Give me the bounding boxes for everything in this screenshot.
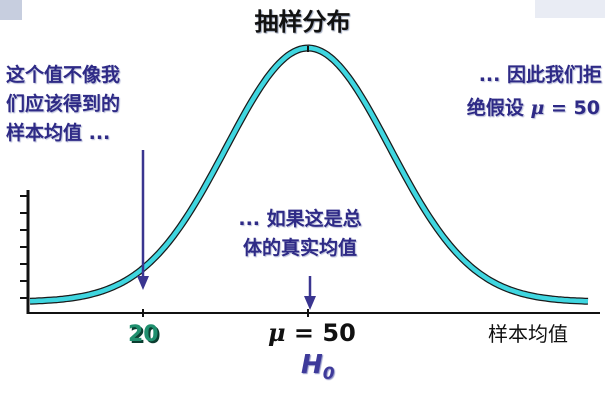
mean-value: = 50 <box>285 319 356 347</box>
corner-decoration <box>0 0 22 20</box>
corner-decoration <box>535 0 605 18</box>
arrow-to-20 <box>137 150 149 290</box>
null-hypothesis-label: H0 <box>301 350 335 384</box>
diagram-title: 抽样分布 <box>254 8 351 36</box>
annotation-line: ... 如果这是总 <box>238 208 362 230</box>
mu-symbol: μ <box>530 97 545 119</box>
annotation-unlikely-sample-mean: 这个值不像我 们应该得到的 样本均值 ... <box>6 61 176 148</box>
annotation-text: 绝假设 <box>466 97 531 119</box>
hypothesis-symbol: H <box>301 350 323 380</box>
annotation-line: 们应该得到的 <box>6 93 121 115</box>
annotation-line: 样本均值 ... <box>6 122 111 144</box>
arrow-to-mean <box>304 276 316 310</box>
x-label-mean: μ = 50 <box>268 318 356 347</box>
annotation-line: 体的真实均值 <box>242 237 357 259</box>
annotation-line: ... 因此我们拒 <box>478 64 602 86</box>
x-label-20: 20 <box>128 322 159 347</box>
annotation-line: 这个值不像我 <box>6 64 121 86</box>
x-axis-label: 样本均值 <box>488 322 568 346</box>
annotation-reject-hypothesis-line2: 绝假设 μ = 50 <box>438 94 600 123</box>
annotation-value: = 50 <box>544 97 600 119</box>
y-axis-ticks <box>20 195 28 299</box>
hypothesis-subscript: 0 <box>322 364 335 384</box>
annotation-reject-hypothesis: ... 因此我们拒 <box>430 61 602 90</box>
mu-symbol: μ <box>268 318 286 347</box>
annotation-true-population-mean: ... 如果这是总 体的真实均值 <box>210 205 390 263</box>
